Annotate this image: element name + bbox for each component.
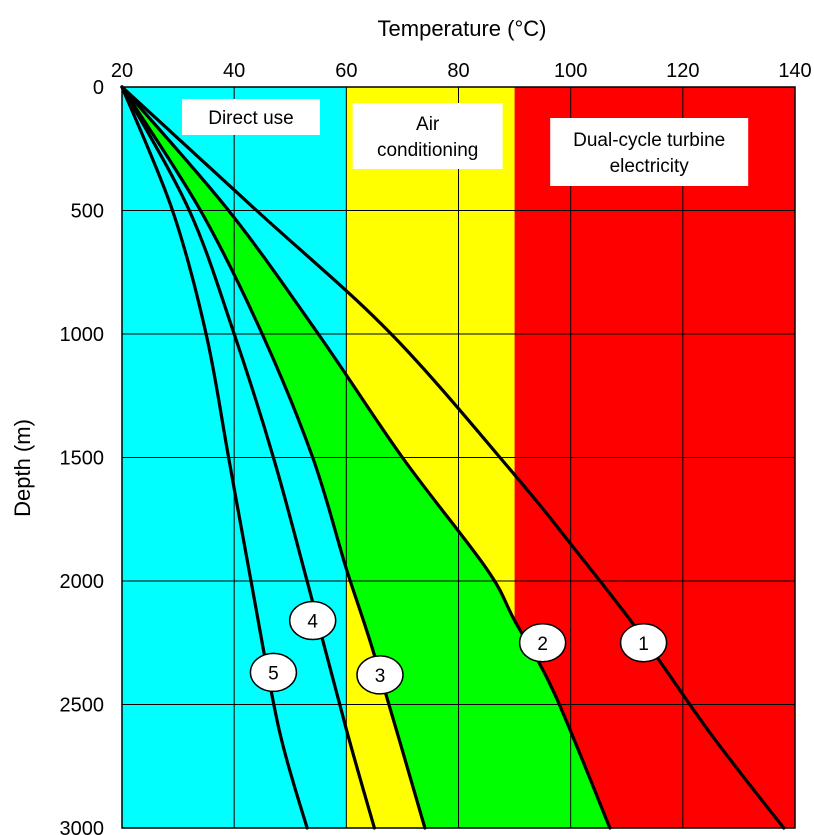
curve-label-ellipse xyxy=(356,655,404,695)
curve-labels: 1 2 3 4 5 xyxy=(249,600,668,695)
x-tick-100: 100 xyxy=(554,60,587,82)
y-tick-2500: 2500 xyxy=(60,695,105,717)
curve-label-ellipse xyxy=(249,652,298,693)
y-tick-2000: 2000 xyxy=(60,571,105,593)
curve-label-text: 5 xyxy=(268,663,279,684)
curve-label-ellipse xyxy=(619,623,668,663)
y-tick-1500: 1500 xyxy=(60,448,105,470)
x-axis-title: Temperature (°C) xyxy=(378,16,547,41)
y-tick-0: 0 xyxy=(93,77,104,99)
curve-5 xyxy=(120,85,309,830)
curve-label-ellipse xyxy=(288,600,337,641)
curve-4 xyxy=(120,85,376,830)
plot-frame xyxy=(121,86,796,829)
curve-label-ellipse xyxy=(518,623,567,663)
zone-label-air-conditioning: Air conditioning xyxy=(352,103,503,169)
x-tick-20: 20 xyxy=(111,60,133,82)
curve-label-text: 1 xyxy=(638,634,649,655)
curve-label-3: 3 xyxy=(356,655,404,695)
x-tick-140: 140 xyxy=(778,60,811,82)
zone-label-dual-cycle-turbine-electricity: Dual-cycle turbine electricity xyxy=(550,118,749,186)
y-tick-3000: 3000 xyxy=(60,818,105,835)
curve-label-2: 2 xyxy=(518,623,567,663)
zone-label-text: Direct use xyxy=(208,108,294,129)
y-tick-1000: 1000 xyxy=(60,324,105,346)
zone-label-direct-use: Direct use xyxy=(181,99,320,135)
curve-label-text: 2 xyxy=(537,634,548,655)
zone-label-box xyxy=(181,99,320,135)
curve-label-text: 3 xyxy=(375,666,386,687)
zone-label-text: Air conditioning xyxy=(377,114,478,161)
x-tick-120: 120 xyxy=(666,60,699,82)
x-tick-labels: 20 40 60 80 100 120 140 xyxy=(111,60,812,82)
zone-labels: Direct use Air conditioning Dual-cycle turb… xyxy=(181,99,749,186)
curve-label-4: 4 xyxy=(288,600,337,641)
curve-2 xyxy=(120,85,612,830)
curve-1 xyxy=(120,85,786,830)
y-tick-500: 500 xyxy=(71,201,104,223)
zone-label-box xyxy=(550,118,749,186)
y-axis-title: Depth (m) xyxy=(10,419,35,517)
x-tick-60: 60 xyxy=(335,60,357,82)
curve-label-text: 4 xyxy=(307,612,318,633)
x-tick-40: 40 xyxy=(223,60,245,82)
grid-lines xyxy=(122,87,795,828)
zone-label-box xyxy=(352,103,503,169)
curve-label-5: 5 xyxy=(249,652,298,693)
y-tick-labels: 0 500 1000 1500 2000 2500 3000 xyxy=(60,77,105,835)
zone-label-text: Dual-cycle turbine electricity xyxy=(573,130,725,177)
x-tick-80: 80 xyxy=(447,60,469,82)
curve-label-1: 1 xyxy=(619,623,668,663)
